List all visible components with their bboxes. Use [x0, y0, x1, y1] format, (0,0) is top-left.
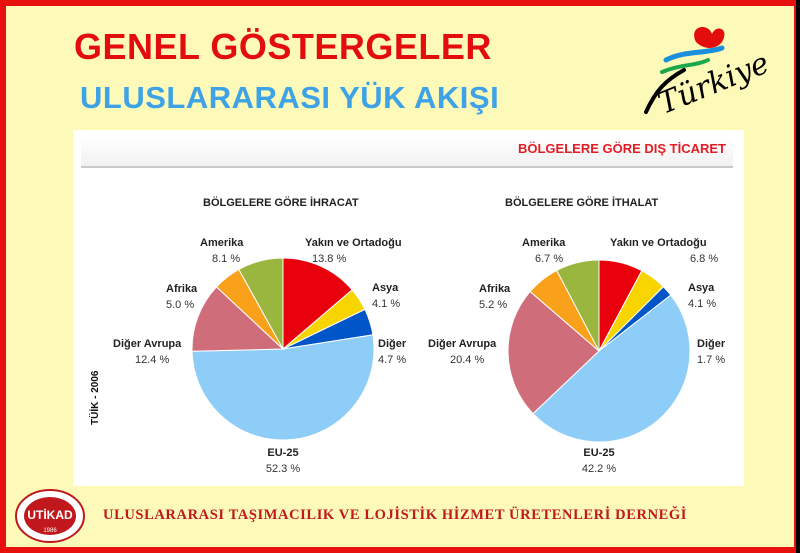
- slice-value-1-1: 4.1 %: [688, 298, 716, 310]
- pie-slice-1-6: [556, 259, 600, 352]
- slice-value-0-5: 5.0 %: [166, 299, 194, 311]
- slice-value-0-6: 8.1 %: [212, 253, 240, 265]
- slice-value-0-2: 4.7 %: [378, 354, 406, 366]
- footer-org-name: ULUSLARARASI TAŞIMACILIK VE LOJİSTİK HİZ…: [103, 507, 688, 523]
- export-pie: Yakın ve Ortadoğu 13.8 % Asya 4.1 % Diğer 4.7…: [113, 237, 407, 475]
- utikad-logo-icon: UTİKAD 1986: [15, 489, 85, 543]
- pie-slice-0-3: [191, 334, 375, 441]
- slice-value-0-4: 12.4 %: [135, 354, 169, 366]
- slice-value-1-0: 6.8 %: [690, 253, 718, 265]
- slice-label-1-4: Diğer Avrupa: [428, 338, 497, 350]
- panel-title: BÖLGELERE GÖRE DIŞ TİCARET: [517, 141, 726, 156]
- slice-label-0-5: Afrika: [166, 283, 198, 295]
- panel-header: [81, 138, 733, 168]
- slice-label-0-1: Asya: [372, 282, 399, 294]
- slice-label-1-3: EU-25: [583, 447, 614, 459]
- slice-value-1-2: 1.7 %: [697, 354, 725, 366]
- slice-value-0-3: 52.3 %: [266, 463, 300, 475]
- slice-label-1-2: Diğer: [697, 338, 726, 350]
- pie-slice-1-3: [532, 294, 691, 443]
- slice-label-1-6: Amerika: [522, 237, 566, 249]
- frame-edge: [796, 0, 800, 553]
- slice-label-1-0: Yakın ve Ortadoğu: [610, 237, 707, 249]
- pie-slice-0-6: [238, 257, 284, 351]
- slice-label-0-0: Yakın ve Ortadoğu: [305, 237, 402, 249]
- slice-label-1-1: Asya: [688, 282, 715, 294]
- slice-value-0-0: 13.8 %: [312, 253, 346, 265]
- import-pie: Yakın ve Ortadoğu 6.8 % Asya 4.1 % Diğer 1.7 …: [428, 237, 726, 475]
- slice-value-0-1: 4.1 %: [372, 298, 400, 310]
- slice-label-0-2: Diğer: [378, 338, 407, 350]
- slice-label-0-3: EU-25: [267, 447, 298, 459]
- turkiye-logo-icon: Türkiye: [644, 27, 774, 120]
- slice-value-1-4: 20.4 %: [450, 354, 484, 366]
- slice-label-0-6: Amerika: [200, 237, 244, 249]
- pie-slice-1-4: [507, 290, 600, 415]
- pie-slice-0-0: [282, 257, 353, 351]
- utikad-logo-text: UTİKAD: [27, 507, 73, 522]
- slice-value-1-3: 42.2 %: [582, 463, 616, 475]
- utikad-logo-year: 1986: [43, 528, 57, 534]
- slice-label-1-5: Afrika: [479, 283, 511, 295]
- pie-slice-0-4: [191, 286, 285, 352]
- slice-value-1-6: 6.7 %: [535, 253, 563, 265]
- export-pie-title: BÖLGELERE GÖRE İHRACAT: [203, 197, 359, 209]
- page-subtitle: ULUSLARARASI YÜK AKIŞI: [80, 80, 500, 115]
- import-pie-title: BÖLGELERE GÖRE İTHALAT: [505, 197, 659, 209]
- page-title: GENEL GÖSTERGELER: [74, 26, 492, 67]
- slice-value-1-5: 5.2 %: [479, 299, 507, 311]
- slice-label-0-4: Diğer Avrupa: [113, 338, 182, 350]
